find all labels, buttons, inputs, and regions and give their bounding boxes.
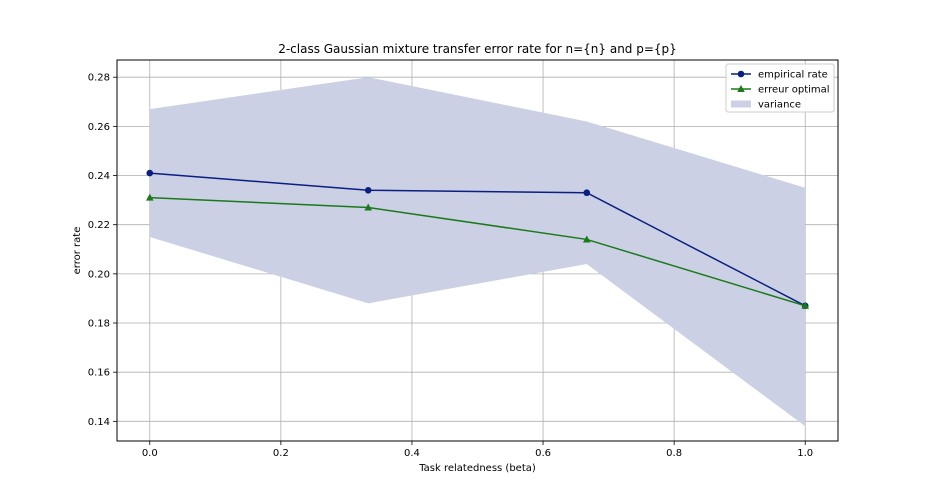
x-tick-label: 0.2 bbox=[273, 448, 289, 459]
data-point bbox=[582, 235, 591, 243]
y-tick-label: 0.22 bbox=[88, 220, 110, 231]
y-tick-label: 0.28 bbox=[88, 73, 110, 84]
y-tick-label: 0.20 bbox=[88, 269, 110, 280]
data-point bbox=[583, 189, 591, 197]
legend-band-swatch bbox=[731, 100, 751, 108]
plot-frame bbox=[116, 59, 839, 442]
chart-title: 2-class Gaussian mixture transfer error … bbox=[278, 42, 677, 56]
data-point bbox=[801, 301, 810, 309]
x-tick-label: 0.0 bbox=[142, 448, 158, 459]
series-line bbox=[149, 196, 806, 307]
legend-label: erreur optimal bbox=[758, 85, 830, 96]
legend-label: empirical rate bbox=[758, 70, 828, 81]
data-point bbox=[364, 186, 372, 194]
x-axis-label: Task relatedness (beta) bbox=[418, 463, 536, 474]
y-tick-label: 0.26 bbox=[88, 122, 110, 133]
series-layer bbox=[145, 169, 810, 310]
data-point bbox=[146, 169, 154, 177]
data-point bbox=[145, 193, 154, 201]
variance-band bbox=[149, 77, 806, 427]
variance-band-layer bbox=[149, 77, 806, 427]
series-line bbox=[149, 172, 806, 307]
x-axis-ticks: 0.0 0.2 0.4 0.6 0.8 1.0 bbox=[142, 441, 813, 459]
y-tick-label: 0.14 bbox=[88, 417, 110, 428]
y-tick-label: 0.16 bbox=[88, 368, 110, 379]
x-tick-label: 0.4 bbox=[404, 448, 420, 459]
x-tick-label: 0.6 bbox=[535, 448, 551, 459]
series-empirical-rate bbox=[146, 169, 809, 310]
x-tick-label: 1.0 bbox=[797, 448, 813, 459]
y-axis-label: error rate bbox=[72, 227, 83, 275]
y-tick-label: 0.18 bbox=[88, 319, 110, 330]
series-erreur-optimal bbox=[145, 193, 810, 309]
y-tick-label: 0.24 bbox=[88, 171, 110, 182]
y-axis-ticks: 0.14 0.16 0.18 0.20 0.22 0.24 0.26 0.28 bbox=[88, 73, 117, 428]
data-point bbox=[364, 203, 373, 211]
legend: empirical rate erreur optimal variance bbox=[725, 63, 835, 113]
x-tick-label: 0.8 bbox=[666, 448, 682, 459]
legend-label: variance bbox=[758, 100, 801, 111]
legend-marker bbox=[737, 85, 745, 92]
legend-box bbox=[725, 63, 835, 113]
legend-marker bbox=[737, 70, 745, 78]
